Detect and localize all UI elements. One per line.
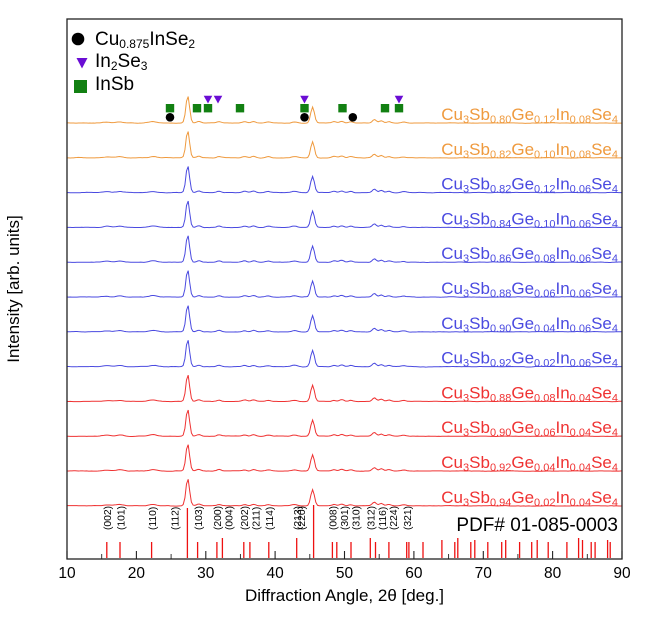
svg-text:(002): (002) [103, 506, 114, 530]
svg-text:Intensity [arb. units]: Intensity [arb. units] [4, 215, 23, 362]
svg-text:(008): (008) [329, 506, 340, 530]
svg-text:20: 20 [128, 565, 146, 582]
svg-text:(103): (103) [194, 506, 205, 530]
svg-text:(312): (312) [367, 506, 378, 530]
svg-text:60: 60 [405, 565, 423, 582]
svg-text:10: 10 [58, 565, 76, 582]
svg-text:InSb: InSb [95, 74, 134, 95]
svg-text:PDF# 01-085-0003: PDF# 01-085-0003 [456, 515, 618, 536]
svg-text:90: 90 [613, 565, 631, 582]
svg-text:Diffraction Angle, 2θ [deg.]: Diffraction Angle, 2θ [deg.] [245, 586, 444, 605]
svg-text:(211): (211) [251, 507, 262, 530]
svg-text:70: 70 [475, 565, 493, 582]
svg-text:(301): (301) [340, 506, 351, 530]
svg-text:30: 30 [197, 565, 215, 582]
svg-text:(321): (321) [403, 506, 414, 530]
svg-text:(310): (310) [351, 506, 362, 530]
svg-text:40: 40 [266, 565, 284, 582]
svg-text:(101): (101) [116, 506, 127, 530]
svg-text:80: 80 [544, 565, 562, 582]
svg-text:(116): (116) [378, 507, 389, 530]
svg-text:(202): (202) [240, 506, 251, 530]
svg-text:(220): (220) [297, 506, 308, 530]
svg-text:(200): (200) [213, 506, 224, 530]
svg-text:50: 50 [336, 565, 354, 582]
svg-text:In2Se3: In2Se3 [95, 51, 148, 73]
svg-text:(224): (224) [389, 506, 400, 530]
svg-text:(110): (110) [148, 507, 159, 530]
svg-text:(112): (112) [171, 507, 182, 530]
svg-text:(004): (004) [225, 506, 236, 530]
svg-text:(114): (114) [265, 507, 276, 530]
